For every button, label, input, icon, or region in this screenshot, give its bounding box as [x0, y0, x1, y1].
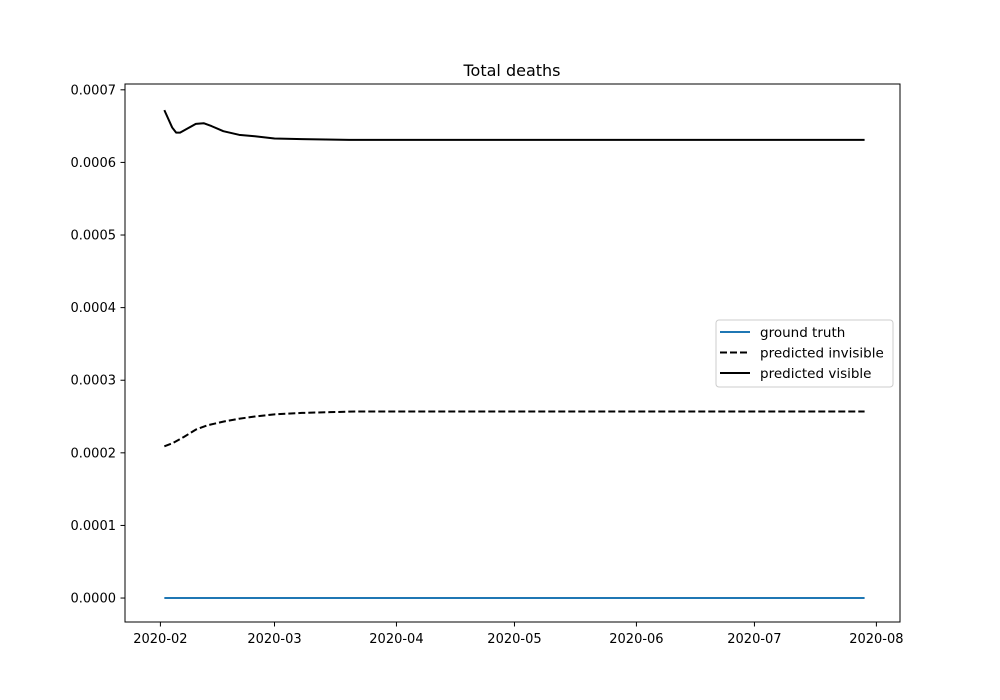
y-tick-label: 0.0000 [71, 592, 117, 607]
legend-label-ground-truth: ground truth [760, 325, 845, 341]
x-tick-label: 2020-02 [133, 632, 187, 647]
legend[interactable]: ground truth predicted invisible predicted… [715, 319, 894, 388]
y-tick-label: 0.0002 [71, 446, 117, 461]
y-tick-label: 0.0005 [71, 229, 117, 244]
x-tick-label: 2020-04 [369, 632, 423, 647]
y-tick-label: 0.0006 [71, 156, 117, 171]
y-tick-label: 0.0001 [71, 519, 117, 534]
legend-label-predicted-invisible: predicted invisible [760, 346, 884, 362]
chart-title: Total deaths [462, 61, 560, 80]
x-tick-label: 2020-08 [849, 632, 903, 647]
legend-label-predicted-visible: predicted visible [760, 366, 871, 382]
x-tick-label: 2020-03 [247, 632, 301, 647]
y-tick-label: 0.0003 [71, 374, 117, 389]
x-axis: 2020-02 2020-03 2020-04 2020-05 2020-06 2020-… [133, 622, 904, 647]
y-tick-label: 0.0007 [71, 83, 117, 98]
series-line-predicted-invisible [163, 410, 865, 448]
x-tick-label: 2020-05 [487, 632, 541, 647]
y-tick-label: 0.0004 [71, 301, 117, 316]
plot-area [163, 109, 865, 600]
legend-box [715, 319, 894, 388]
x-tick-label: 2020-06 [609, 632, 663, 647]
y-axis: 0.0000 0.0001 0.0002 0.0003 0.0004 0.0005 0.00… [71, 83, 125, 607]
series-line-predicted-visible [163, 109, 865, 141]
x-tick-label: 2020-07 [727, 632, 781, 647]
plot-frame [124, 83, 901, 623]
